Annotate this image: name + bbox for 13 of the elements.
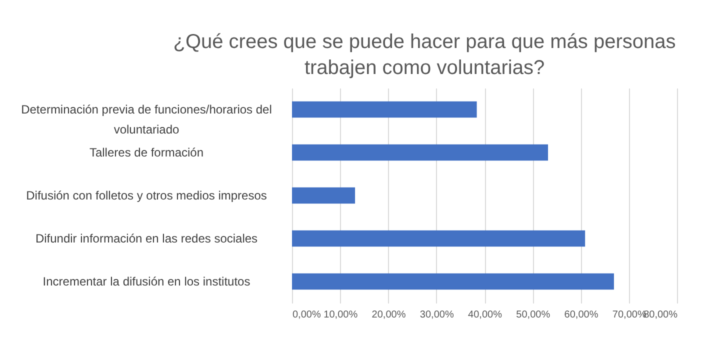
- x-tick-label: 10,00%: [324, 310, 358, 320]
- x-tick-label: 30,00%: [420, 310, 454, 320]
- y-tick-label: Incrementar la difusión en los institutos: [42, 274, 250, 288]
- x-tick-label: 50,00%: [516, 310, 550, 320]
- y-tick-label: Difundir información en las redes sociales: [35, 232, 258, 246]
- y-tick-label: Talleres de formación: [89, 146, 204, 160]
- y-tick-label: Determinación previa de funciones/horarios del voluntariado: [21, 102, 272, 136]
- y-tick-label: Difusión con folletos y otros medios impresos: [26, 188, 267, 202]
- x-tick-label: 0,00%: [292, 310, 321, 320]
- x-tick-label: 60,00%: [564, 310, 598, 320]
- x-tick-label: 20,00%: [372, 310, 406, 320]
- x-tick-label: 40,00%: [468, 310, 502, 320]
- chart-title: ¿Qué crees que se puede hacer para que más personas trabajen como voluntarias?: [173, 31, 676, 79]
